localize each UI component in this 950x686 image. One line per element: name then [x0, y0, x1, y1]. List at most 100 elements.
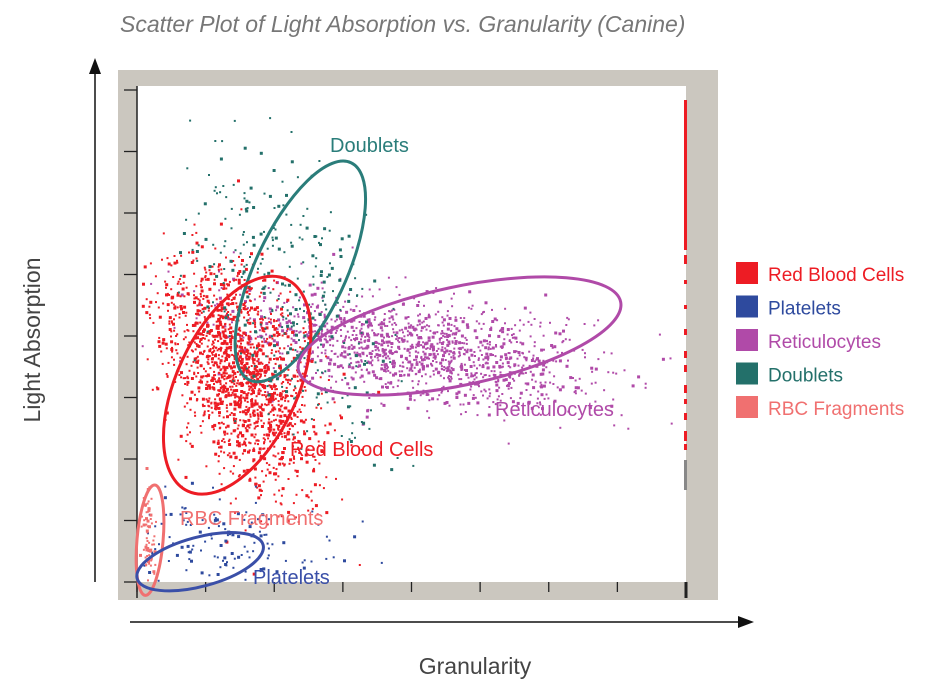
data-point	[450, 356, 453, 359]
data-point	[149, 564, 152, 567]
data-point	[249, 335, 252, 338]
data-point	[224, 328, 227, 331]
data-point	[363, 362, 366, 366]
data-point	[294, 516, 297, 519]
data-point	[225, 346, 229, 350]
data-point	[255, 402, 259, 406]
data-point	[245, 409, 248, 412]
data-point	[268, 194, 272, 198]
data-point	[214, 517, 217, 520]
data-point	[326, 431, 330, 435]
data-point	[314, 361, 317, 364]
data-point	[249, 330, 252, 333]
data-point	[339, 329, 342, 331]
data-point	[506, 333, 509, 336]
data-point	[470, 372, 473, 375]
data-point	[438, 338, 441, 341]
data-point	[465, 323, 469, 327]
data-point	[263, 533, 266, 536]
data-point	[416, 304, 420, 307]
data-point	[262, 422, 265, 425]
data-point	[236, 427, 239, 430]
data-point	[341, 378, 344, 381]
data-point	[483, 310, 485, 313]
data-point	[556, 386, 559, 389]
data-point	[457, 390, 461, 394]
data-point	[369, 322, 373, 326]
data-point	[242, 350, 245, 352]
data-point	[260, 309, 263, 312]
data-point	[311, 330, 314, 333]
data-point	[498, 386, 501, 389]
data-point	[296, 350, 299, 353]
data-point	[435, 361, 438, 364]
data-point	[323, 324, 327, 328]
data-point	[352, 318, 356, 322]
data-point	[338, 248, 342, 252]
data-point	[259, 232, 263, 236]
data-point	[286, 324, 290, 328]
data-point	[350, 376, 353, 379]
data-point	[326, 401, 329, 404]
data-point	[218, 371, 220, 374]
data-point	[260, 361, 263, 364]
data-point	[147, 507, 151, 511]
data-point	[258, 329, 261, 332]
data-point	[402, 338, 406, 342]
data-point	[225, 404, 228, 407]
data-point	[474, 396, 477, 399]
data-point	[188, 558, 191, 561]
data-point	[259, 383, 262, 386]
data-point	[375, 353, 379, 357]
data-point	[238, 255, 240, 258]
data-point	[262, 286, 266, 290]
data-point	[503, 338, 506, 341]
data-point	[301, 372, 304, 375]
data-point	[207, 309, 210, 312]
data-point	[435, 350, 438, 352]
data-point	[343, 317, 346, 319]
data-point	[308, 303, 311, 306]
data-point	[315, 372, 317, 374]
data-point	[225, 366, 229, 370]
data-point	[375, 376, 379, 380]
data-point	[257, 392, 261, 396]
data-point	[522, 323, 525, 326]
x-axis-arrow-icon	[738, 616, 754, 628]
data-point	[181, 287, 185, 291]
data-point	[235, 293, 237, 296]
data-point	[245, 511, 248, 514]
data-point	[314, 432, 318, 436]
data-point	[425, 382, 428, 385]
data-point	[309, 380, 312, 383]
data-point	[447, 369, 450, 372]
data-point	[415, 361, 418, 364]
data-point	[259, 389, 262, 392]
data-point	[540, 393, 544, 397]
data-point	[285, 390, 288, 394]
data-point	[339, 414, 342, 417]
data-point	[225, 256, 227, 259]
data-point	[391, 323, 394, 326]
data-point	[455, 327, 459, 331]
gate-label: Reticulocytes	[495, 399, 614, 421]
data-point	[224, 528, 227, 531]
data-point	[358, 564, 361, 566]
data-point	[278, 462, 282, 466]
data-point	[327, 273, 331, 277]
data-point	[533, 318, 536, 320]
data-point	[272, 339, 276, 343]
data-point	[369, 361, 372, 365]
data-point	[468, 356, 471, 359]
data-point	[325, 355, 328, 358]
data-point	[427, 315, 431, 319]
data-point	[234, 315, 237, 318]
data-point	[216, 381, 218, 384]
data-point	[379, 322, 383, 326]
data-point	[229, 326, 233, 330]
data-point	[406, 358, 409, 361]
data-point	[269, 401, 272, 404]
data-point	[553, 399, 557, 403]
data-point	[420, 344, 423, 347]
